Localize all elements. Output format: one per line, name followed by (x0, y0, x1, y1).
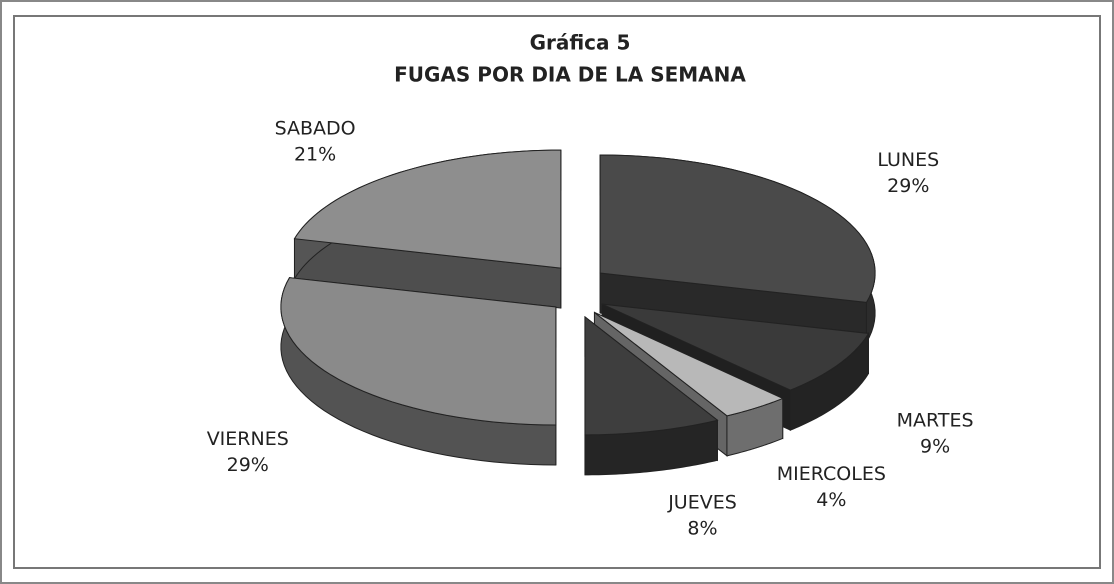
pie-slice (584, 315, 719, 436)
chart-subtitle: FUGAS POR DIA DE LA SEMANA (394, 63, 746, 87)
slice-category-label: SABADO (275, 117, 356, 139)
slice-category-label: LUNES (877, 149, 939, 171)
slice-value-label: 29% (887, 175, 929, 197)
slice-value-label: 21% (294, 143, 336, 165)
pie-slice (594, 311, 784, 417)
pie-slice (601, 303, 870, 391)
pie-slice (280, 277, 557, 426)
slice-category-label: MIERCOLES (777, 463, 886, 485)
chart-title: Gráfica 5 (530, 31, 631, 55)
pie-slice (599, 154, 876, 303)
slice-value-label: 29% (227, 454, 269, 476)
pie-slice (293, 149, 562, 269)
slice-category-label: JUEVES (667, 492, 737, 514)
slice-category-label: VIERNES (207, 428, 289, 450)
slice-category-label: MARTES (897, 409, 974, 431)
slice-value-label: 4% (816, 489, 846, 511)
slice-value-label: 9% (920, 435, 950, 457)
slice-value-label: 8% (687, 518, 717, 540)
